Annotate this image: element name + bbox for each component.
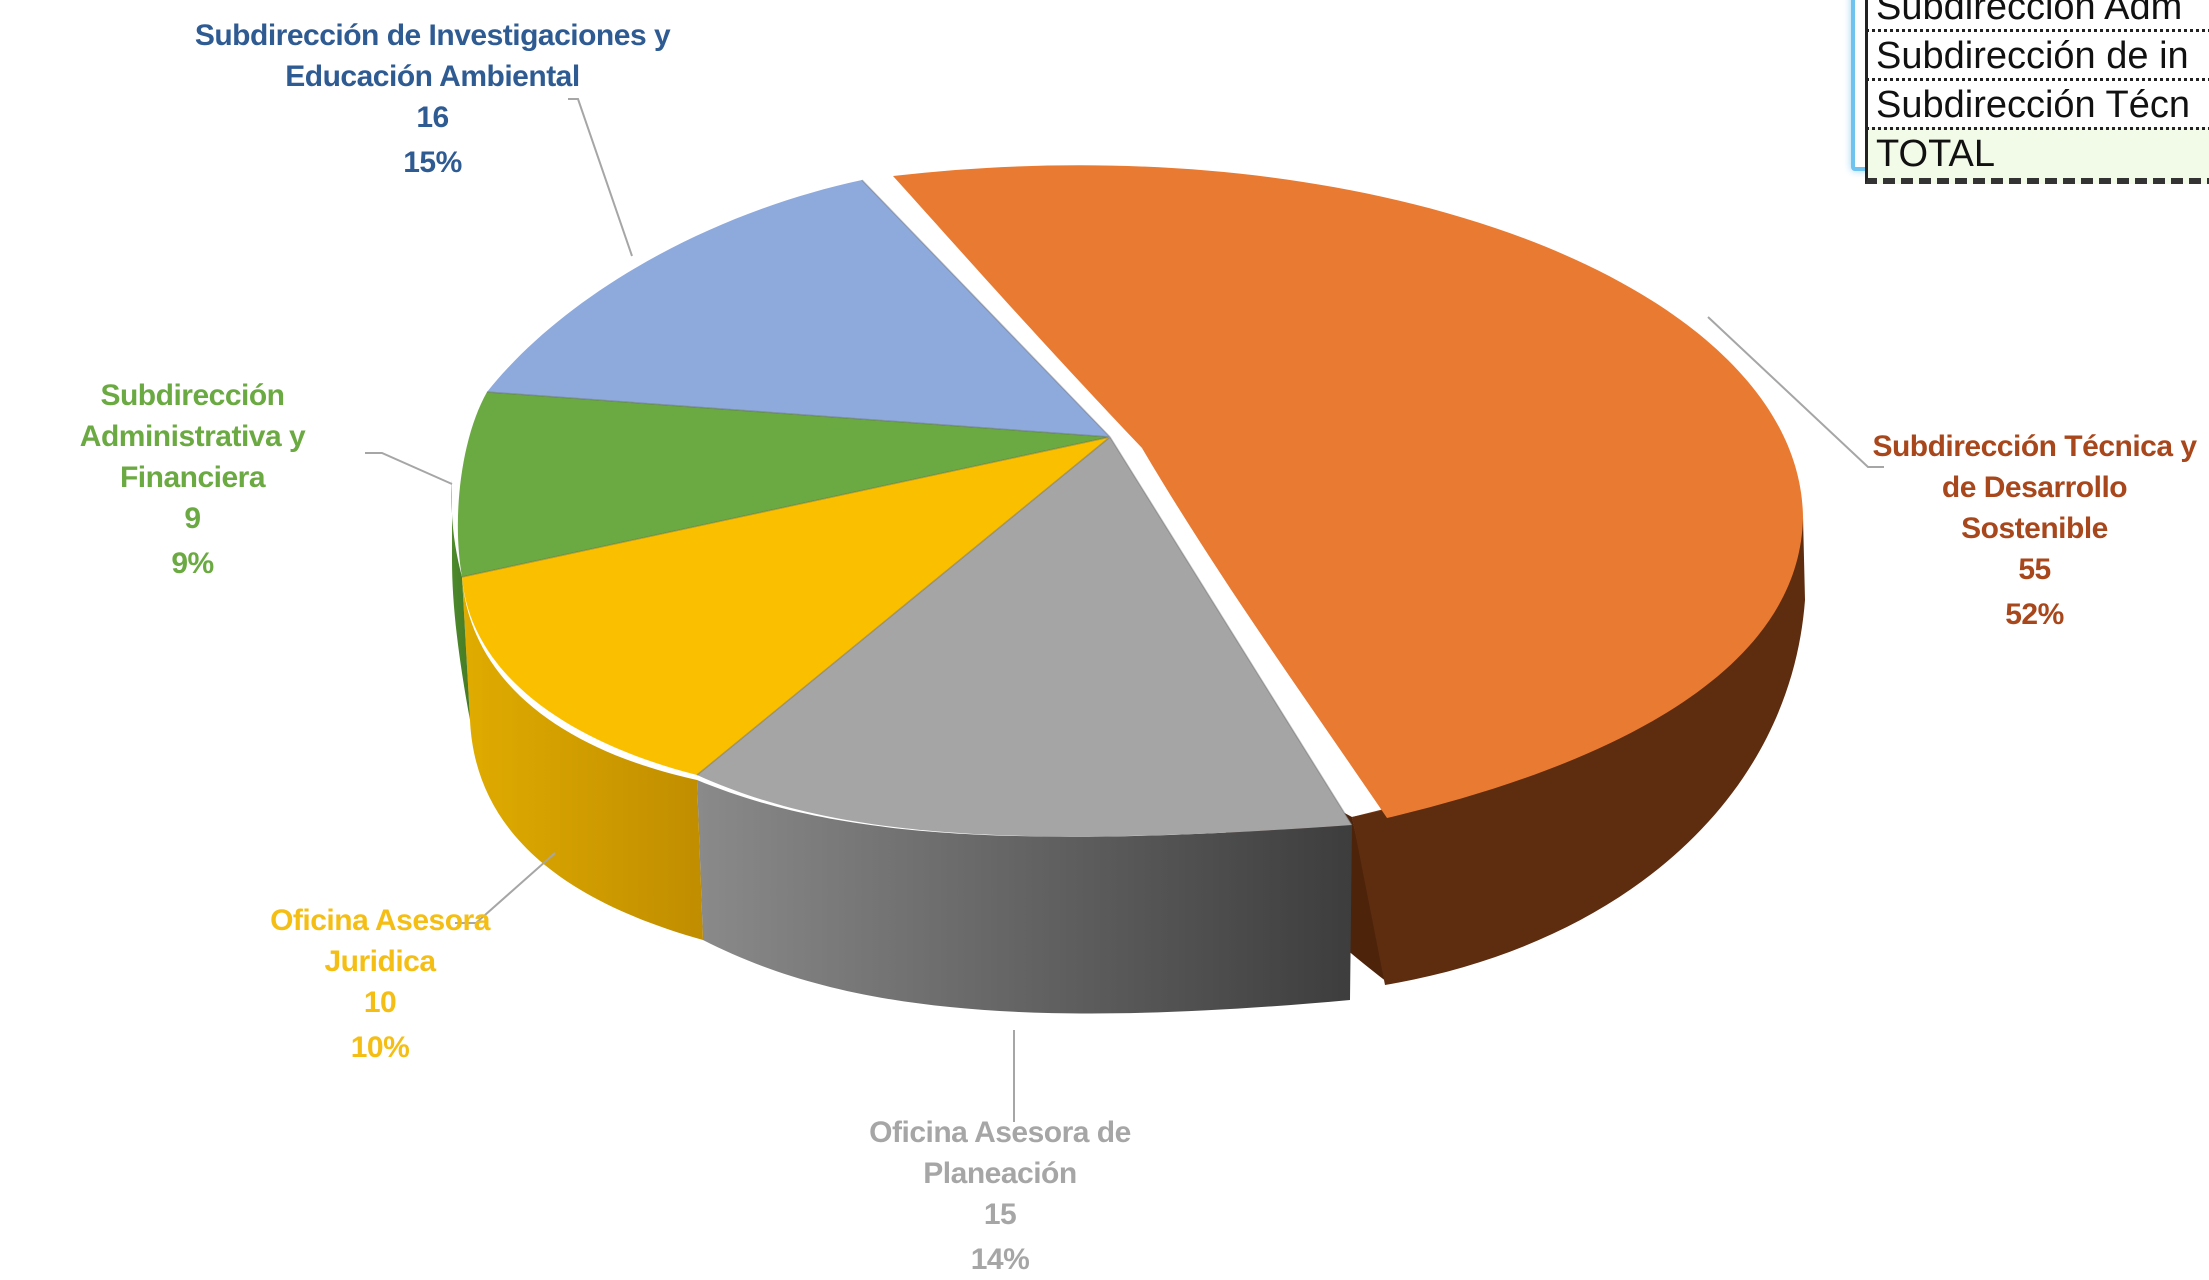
label-administrativa-value: 9 [184, 502, 201, 535]
leader-line-juridica [455, 852, 556, 924]
table-row-total: TOTAL [1865, 127, 2209, 184]
label-tecnica-value: 55 [2018, 553, 2051, 586]
slice-side-administrativa [451, 480, 470, 720]
label-juridica-line1: Oficina Asesora [270, 904, 490, 937]
leader-line-tecnica [1707, 316, 1884, 468]
table-row: Subdirección Adm [1865, 0, 2209, 31]
label-juridica-line2: Juridica [324, 945, 436, 978]
label-administrativa-line1: Subdirección [100, 379, 285, 412]
label-juridica-value: 10 [363, 986, 397, 1019]
label-investigaciones-percent: 15% [403, 146, 462, 179]
label-investigaciones-value: 16 [416, 101, 449, 134]
label-investigaciones: Subdirección de Investigaciones y Educac… [160, 15, 705, 183]
label-administrativa-line2: Administrativa y Financiera [79, 420, 306, 494]
label-administrativa: Subdirección Administrativa y Financiera… [10, 375, 375, 584]
data-table-fragment: Subdirección Adm Subdirección de in Subd… [1851, 0, 2209, 184]
slice-separators [461, 179, 1353, 826]
slice-side-juridica [462, 577, 703, 940]
table-row: Subdirección de in [1865, 29, 2209, 80]
slice-juridica [462, 437, 1110, 775]
label-planeacion-value: 15 [983, 1198, 1017, 1231]
label-juridica: Oficina Asesora Juridica 10 10% [265, 900, 495, 1068]
label-juridica-percent: 10% [350, 1031, 410, 1064]
slice-tecnica [893, 165, 1803, 818]
label-administrativa-percent: 9% [171, 547, 214, 580]
leader-line-administrativa [365, 452, 453, 485]
label-investigaciones-line2: Educación Ambiental [285, 60, 580, 93]
label-planeacion-line1: Oficina Asesora de Planeación [869, 1116, 1131, 1190]
label-tecnica: Subdirección Técnica y de Desarrollo Sos… [1872, 426, 2197, 635]
table-row: Subdirección Técn [1865, 78, 2209, 129]
slice-administrativa [457, 392, 1111, 577]
label-planeacion: Oficina Asesora de Planeación 15 14% [790, 1112, 1210, 1280]
label-planeacion-percent: 14% [970, 1243, 1030, 1276]
leader-lines [365, 98, 1884, 1122]
label-investigaciones-line1: Subdirección de Investigaciones y [194, 19, 671, 52]
slice-side-tecnica-edge [1352, 517, 1805, 985]
slice-planeacion [697, 437, 1352, 837]
leader-line-investigaciones [568, 98, 633, 257]
pie-chart-3d [365, 98, 1884, 1122]
label-tecnica-line1: Subdirección Técnica y [1872, 430, 2197, 463]
slice-investigaciones [487, 180, 1110, 437]
label-tecnica-percent: 52% [2005, 598, 2064, 631]
label-tecnica-line2: de Desarrollo Sostenible [1941, 471, 2128, 545]
slice-side-planeacion [697, 780, 1352, 1014]
